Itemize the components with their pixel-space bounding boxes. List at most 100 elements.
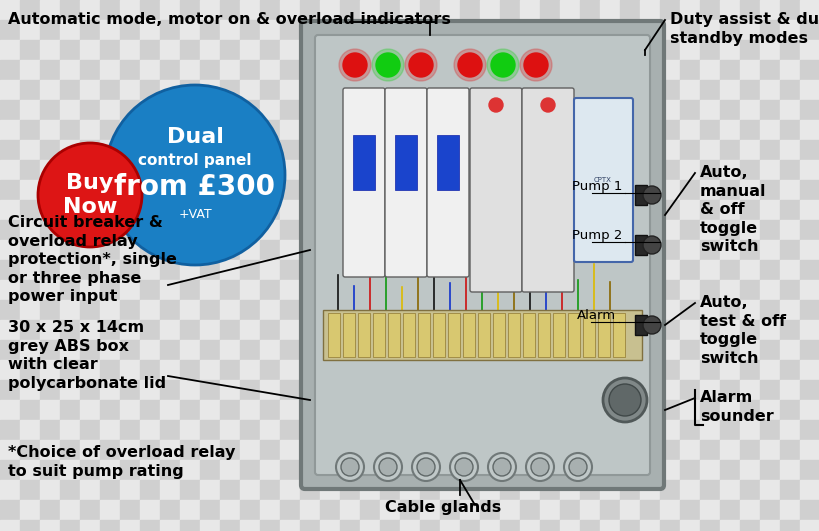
Bar	[459, 400, 479, 420]
Bar	[319, 180, 340, 200]
Bar	[739, 480, 759, 500]
Bar	[759, 420, 779, 440]
Bar	[639, 300, 659, 320]
Bar	[559, 20, 579, 40]
Bar	[60, 320, 80, 340]
Bar	[180, 420, 200, 440]
Bar	[180, 40, 200, 60]
Bar	[799, 280, 819, 300]
Bar	[759, 440, 779, 460]
Bar	[40, 380, 60, 400]
Bar	[600, 320, 619, 340]
Bar	[479, 180, 500, 200]
Bar	[319, 160, 340, 180]
Bar	[739, 500, 759, 520]
Bar	[659, 460, 679, 480]
Bar	[600, 160, 619, 180]
Bar	[340, 360, 360, 380]
Bar	[379, 420, 400, 440]
FancyBboxPatch shape	[573, 98, 632, 262]
Bar	[340, 400, 360, 420]
Bar	[639, 80, 659, 100]
Bar	[160, 180, 180, 200]
Bar	[260, 180, 279, 200]
Bar	[340, 80, 360, 100]
Bar	[500, 60, 519, 80]
Bar	[180, 380, 200, 400]
Bar	[619, 220, 639, 240]
Bar	[120, 220, 140, 240]
Bar	[699, 20, 719, 40]
Bar	[500, 520, 519, 531]
Bar	[340, 100, 360, 120]
Bar	[60, 400, 80, 420]
Bar	[260, 200, 279, 220]
Bar	[659, 300, 679, 320]
Bar	[0, 460, 20, 480]
Bar	[579, 140, 600, 160]
Bar	[739, 520, 759, 531]
Bar	[500, 420, 519, 440]
Bar	[459, 120, 479, 140]
Bar	[739, 40, 759, 60]
Bar	[360, 180, 379, 200]
Bar	[240, 380, 260, 400]
Bar	[260, 340, 279, 360]
Bar	[200, 440, 219, 460]
Bar	[519, 40, 540, 60]
Bar	[40, 140, 60, 160]
Bar	[699, 240, 719, 260]
Bar	[279, 320, 300, 340]
Bar	[739, 120, 759, 140]
Bar	[500, 200, 519, 220]
Bar	[799, 140, 819, 160]
Bar	[440, 320, 459, 340]
Bar	[319, 240, 340, 260]
Bar	[340, 60, 360, 80]
Bar	[479, 320, 500, 340]
Bar	[559, 160, 579, 180]
Bar	[619, 160, 639, 180]
Bar	[699, 200, 719, 220]
Bar	[300, 500, 319, 520]
Bar	[40, 520, 60, 531]
Bar	[140, 460, 160, 480]
Bar	[379, 380, 400, 400]
Bar	[80, 440, 100, 460]
Bar	[120, 100, 140, 120]
Bar	[559, 120, 579, 140]
Bar	[719, 420, 739, 440]
Bar	[80, 140, 100, 160]
Bar	[779, 20, 799, 40]
Bar	[340, 160, 360, 180]
Bar	[500, 180, 519, 200]
Bar	[200, 0, 219, 20]
Bar	[479, 160, 500, 180]
Bar	[360, 220, 379, 240]
Bar	[600, 260, 619, 280]
Bar	[20, 480, 40, 500]
Bar	[500, 100, 519, 120]
Bar	[719, 520, 739, 531]
Bar	[160, 20, 180, 40]
Bar	[479, 220, 500, 240]
Bar	[80, 400, 100, 420]
Bar	[120, 120, 140, 140]
Bar	[479, 240, 500, 260]
Bar	[559, 420, 579, 440]
Bar	[120, 140, 140, 160]
Bar	[40, 40, 60, 60]
Bar	[319, 140, 340, 160]
Bar	[759, 120, 779, 140]
Bar	[600, 60, 619, 80]
Bar	[360, 380, 379, 400]
Bar	[559, 80, 579, 100]
Bar	[699, 340, 719, 360]
Bar	[180, 440, 200, 460]
Bar	[20, 300, 40, 320]
Bar	[739, 460, 759, 480]
Bar	[160, 280, 180, 300]
Bar	[559, 180, 579, 200]
Bar	[459, 480, 479, 500]
Bar	[219, 120, 240, 140]
